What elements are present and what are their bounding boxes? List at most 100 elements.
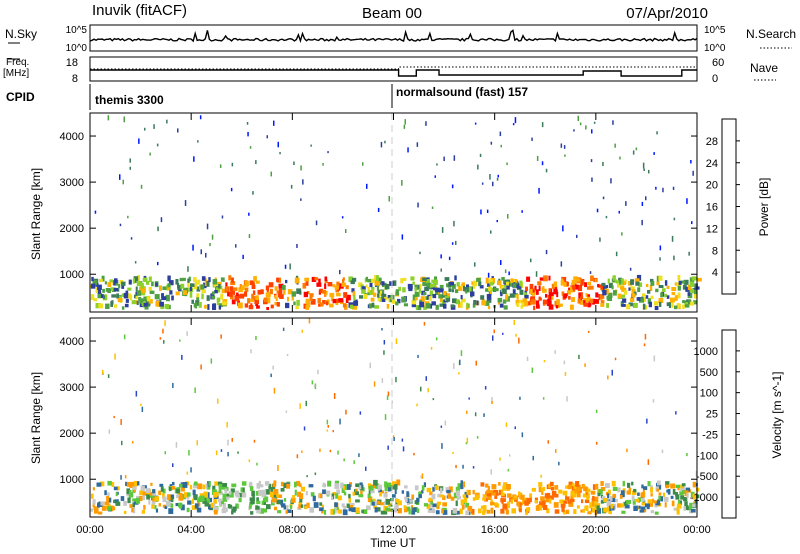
velocity-cell [336,489,341,495]
power-cell [486,294,492,300]
power-cell [530,299,536,305]
velocity-cell [149,494,155,498]
velocity-cell [647,459,650,465]
velocity-cell [686,453,688,457]
power-cell [201,276,206,281]
power-cell [193,156,195,162]
power-ytick-label-0: 1000 [60,269,84,281]
power-cell [588,301,592,306]
power-cell [318,303,322,307]
power-cell [430,283,434,288]
power-cell [671,235,674,242]
power-cell [521,210,523,213]
velocity-cell [126,488,131,495]
power-cell [157,226,159,232]
power-cell [213,279,218,285]
velocity-cell [597,492,601,497]
power-cell [304,282,307,289]
power-cell [358,282,363,288]
velocity-cell [550,487,554,491]
velocity-cell [543,504,548,511]
velocity-cell [125,481,128,487]
power-cell [682,285,687,290]
power-cell [290,184,293,189]
power-cell [642,293,646,297]
nsky-label: N.Sky [5,27,37,41]
power-cell [169,290,173,295]
power-cell [212,304,217,311]
velocity-cell [313,502,319,508]
velocity-cell [217,498,223,503]
velocity-cell [460,499,464,506]
velocity-cell [565,485,569,489]
velocity-cell [384,487,388,492]
velocity-cell [463,504,467,509]
power-cell [398,286,401,291]
velocity-cell [437,493,442,498]
velocity-ytick-label-1: 2000 [60,428,84,440]
power-cell [359,295,364,299]
power-cell [425,279,430,284]
power-cell [351,288,355,293]
velocity-cell [534,499,538,504]
velocity-cell [418,494,422,499]
velocity-cell [656,480,661,486]
velocity-cell [256,483,260,489]
power-cell [140,291,146,296]
velocity-cell [196,507,202,513]
power-cell [636,274,642,281]
velocity-cell [532,455,534,461]
power-cell [577,298,581,304]
velocity-cell [380,510,385,515]
nave-tick-top: 60 [712,57,724,69]
velocity-cell [432,398,435,401]
velocity-cell [134,482,137,487]
power-cell [389,281,394,286]
power-cell [488,279,493,284]
power-cell [492,181,494,187]
velocity-cell [208,504,213,510]
velocity-cell [226,496,230,500]
power-cell [619,280,622,285]
power-cell [416,284,422,290]
power-cell [148,286,152,291]
velocity-cell [592,501,597,508]
velocity-cell [518,503,522,507]
power-cell [455,240,457,245]
power-cell [629,267,632,271]
power-cell [121,293,126,297]
power-cell [379,290,382,297]
velocity-cell [385,507,391,512]
power-cell [384,296,388,301]
power-cell [444,277,450,281]
power-cell [217,281,222,286]
power-cell [658,275,663,281]
velocity-cell [431,493,436,500]
power-cell [361,286,366,290]
power-cell [143,302,148,307]
power-cell [122,179,124,185]
power-cell [620,300,624,307]
velocity-cell [414,485,419,491]
velocity-cell [123,510,127,514]
velocity-cell [231,438,233,442]
velocity-cell [142,495,146,501]
power-cell [145,280,150,285]
velocity-cell [607,375,609,380]
power-cell [465,289,468,294]
velocity-cell [192,489,196,496]
power-cell [638,282,643,288]
velocity-cell [617,487,621,493]
power-cell [196,297,200,301]
velocity-cell [573,485,577,489]
velocity-cell [560,499,564,504]
power-cell [435,304,439,310]
power-cell [451,283,456,289]
power-colorbar-frame [721,118,737,295]
velocity-cell [213,492,218,498]
power-cell [611,285,614,290]
power-cell [189,283,195,287]
power-cell [218,284,221,289]
power-cell [660,292,664,298]
velocity-cell [643,509,647,513]
